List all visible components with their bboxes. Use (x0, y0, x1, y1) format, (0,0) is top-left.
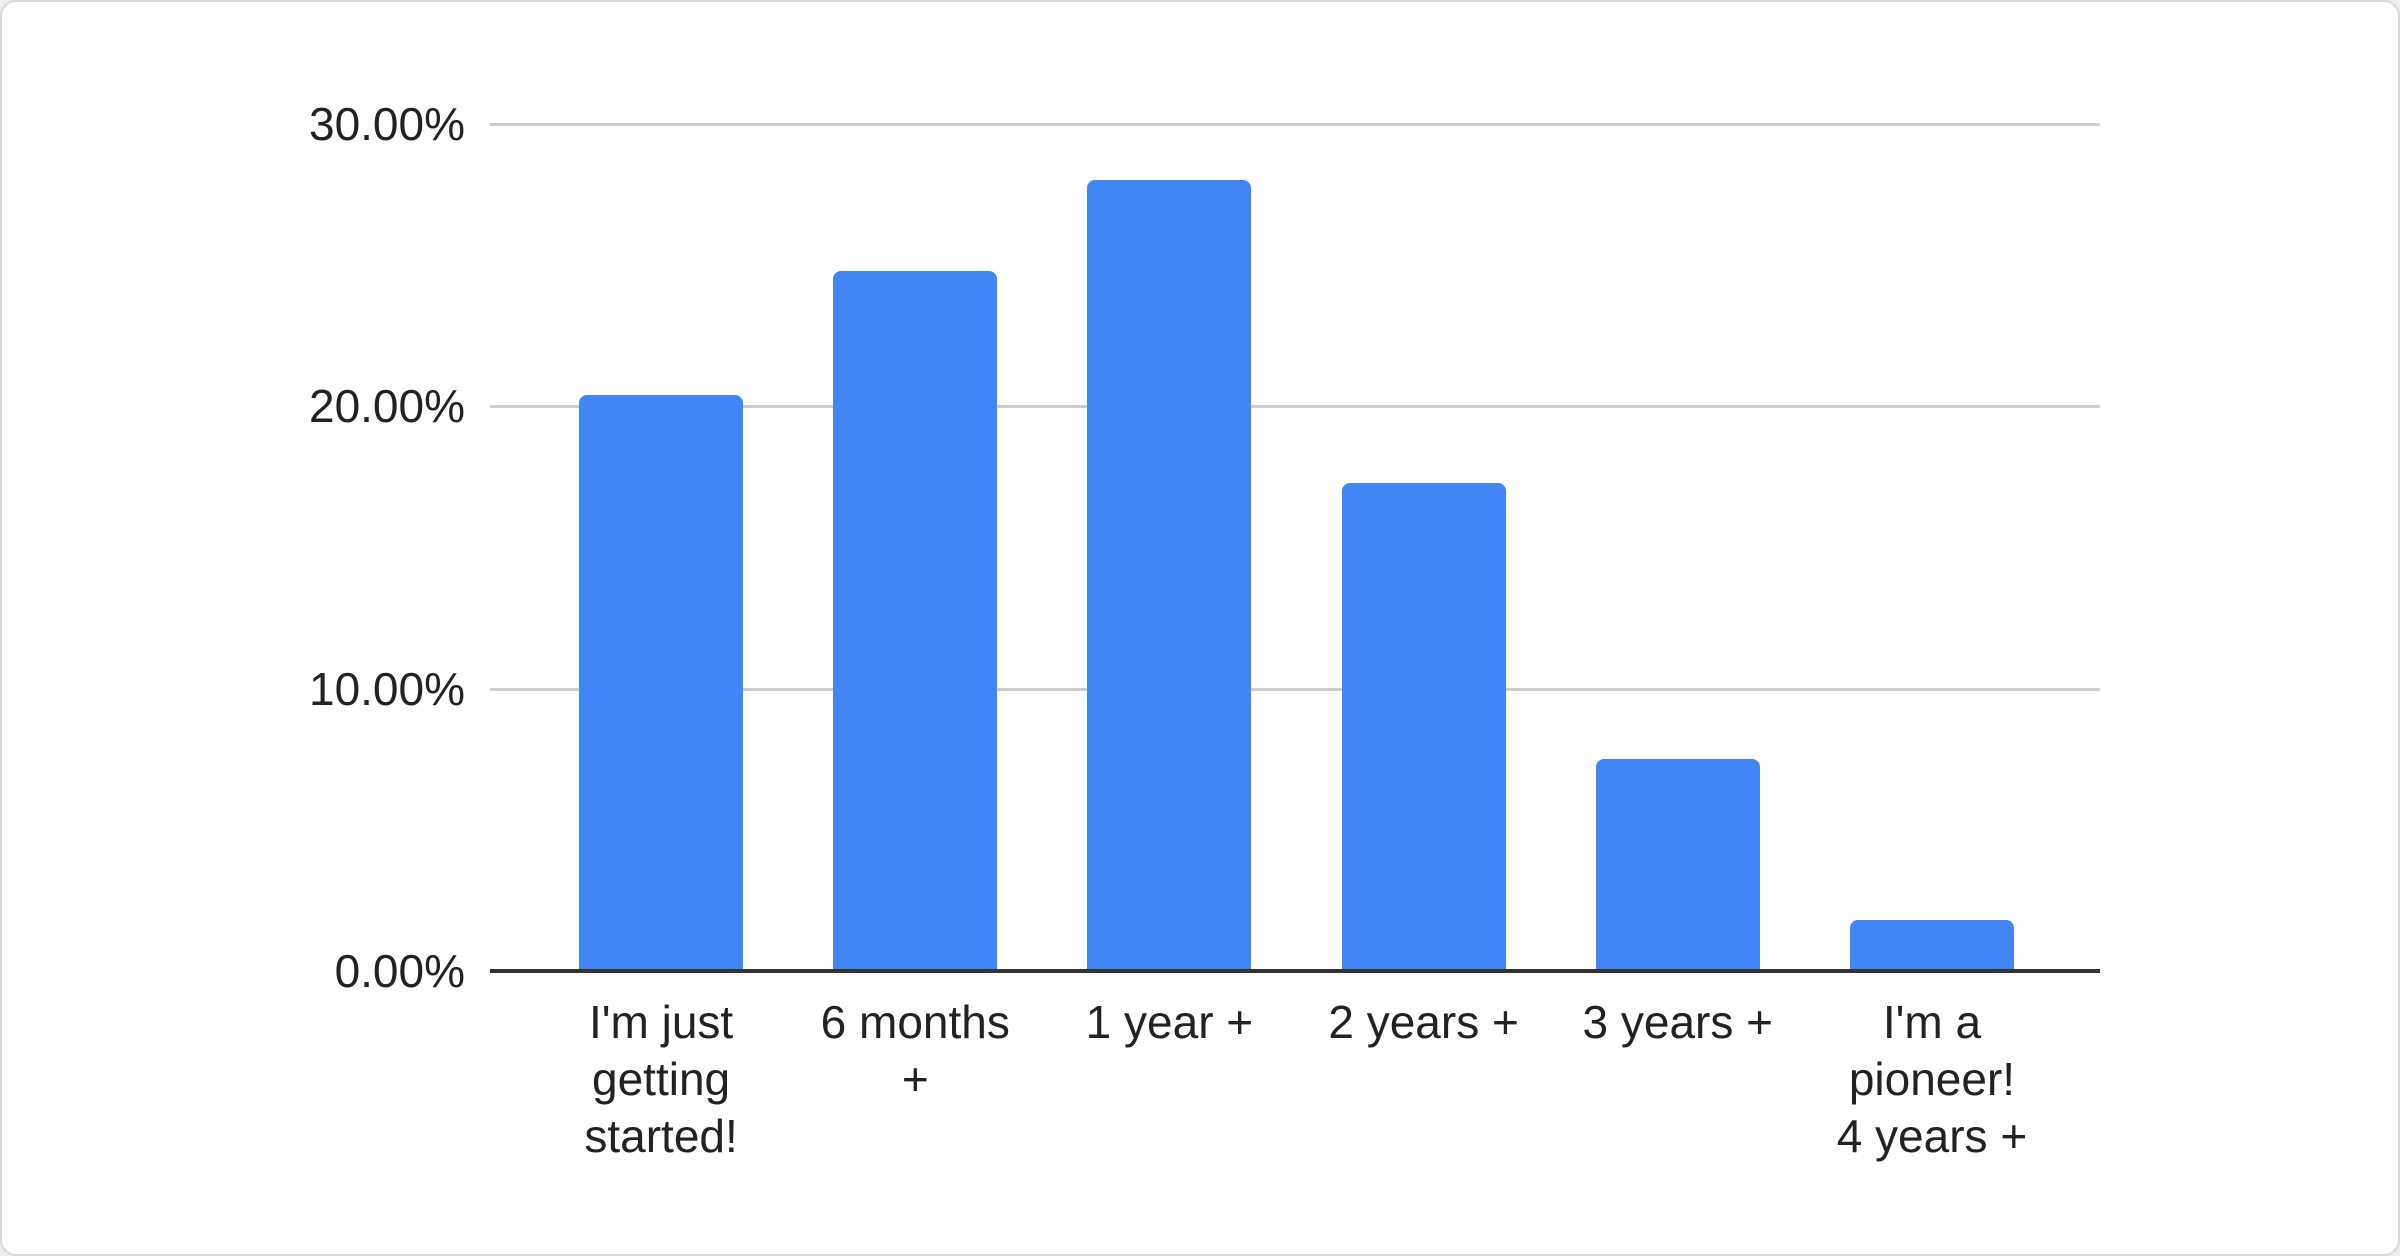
gridline (490, 687, 2100, 691)
bar[interactable] (833, 271, 998, 971)
y-axis-tick-label: 0.00% (334, 945, 465, 997)
bar-band (788, 124, 1042, 971)
y-axis-tick-label: 30.00% (308, 98, 465, 150)
plot-area (490, 123, 2100, 973)
x-axis-labels: I'm just getting started! 6 months + 1 yea… (534, 994, 2059, 1165)
bar-band (1805, 124, 2059, 971)
y-axis-labels: 30.00% 20.00% 10.00% 0.00% (2, 98, 465, 997)
x-axis-category-label: 3 years + (1582, 996, 1774, 1048)
y-axis-tick-label: 10.00% (308, 662, 465, 715)
bar[interactable] (579, 395, 744, 971)
x-axis-category-label: 2 years + (1328, 996, 1519, 1048)
bar[interactable] (1849, 920, 2014, 971)
bar-band (1297, 124, 1551, 971)
x-axis-line (490, 969, 2100, 973)
bar[interactable] (1595, 759, 1760, 971)
x-axis-category-label: I'm just getting started! (584, 996, 738, 1162)
y-axis-tick-label: 20.00% (308, 380, 465, 433)
bar-band (1042, 124, 1296, 971)
bar[interactable] (1087, 180, 1252, 971)
gridline (490, 123, 2100, 126)
x-axis-category-label: I'm a pioneer! 4 years + (1836, 996, 2028, 1162)
gridline (490, 405, 2100, 409)
x-axis-category-label: 1 year + (1085, 996, 1254, 1048)
bars-row (534, 124, 2059, 971)
bar[interactable] (1341, 483, 1506, 971)
bar-band (534, 124, 788, 971)
bar-band (1551, 124, 1805, 971)
x-axis-category-label: 6 months + (820, 996, 1010, 1105)
